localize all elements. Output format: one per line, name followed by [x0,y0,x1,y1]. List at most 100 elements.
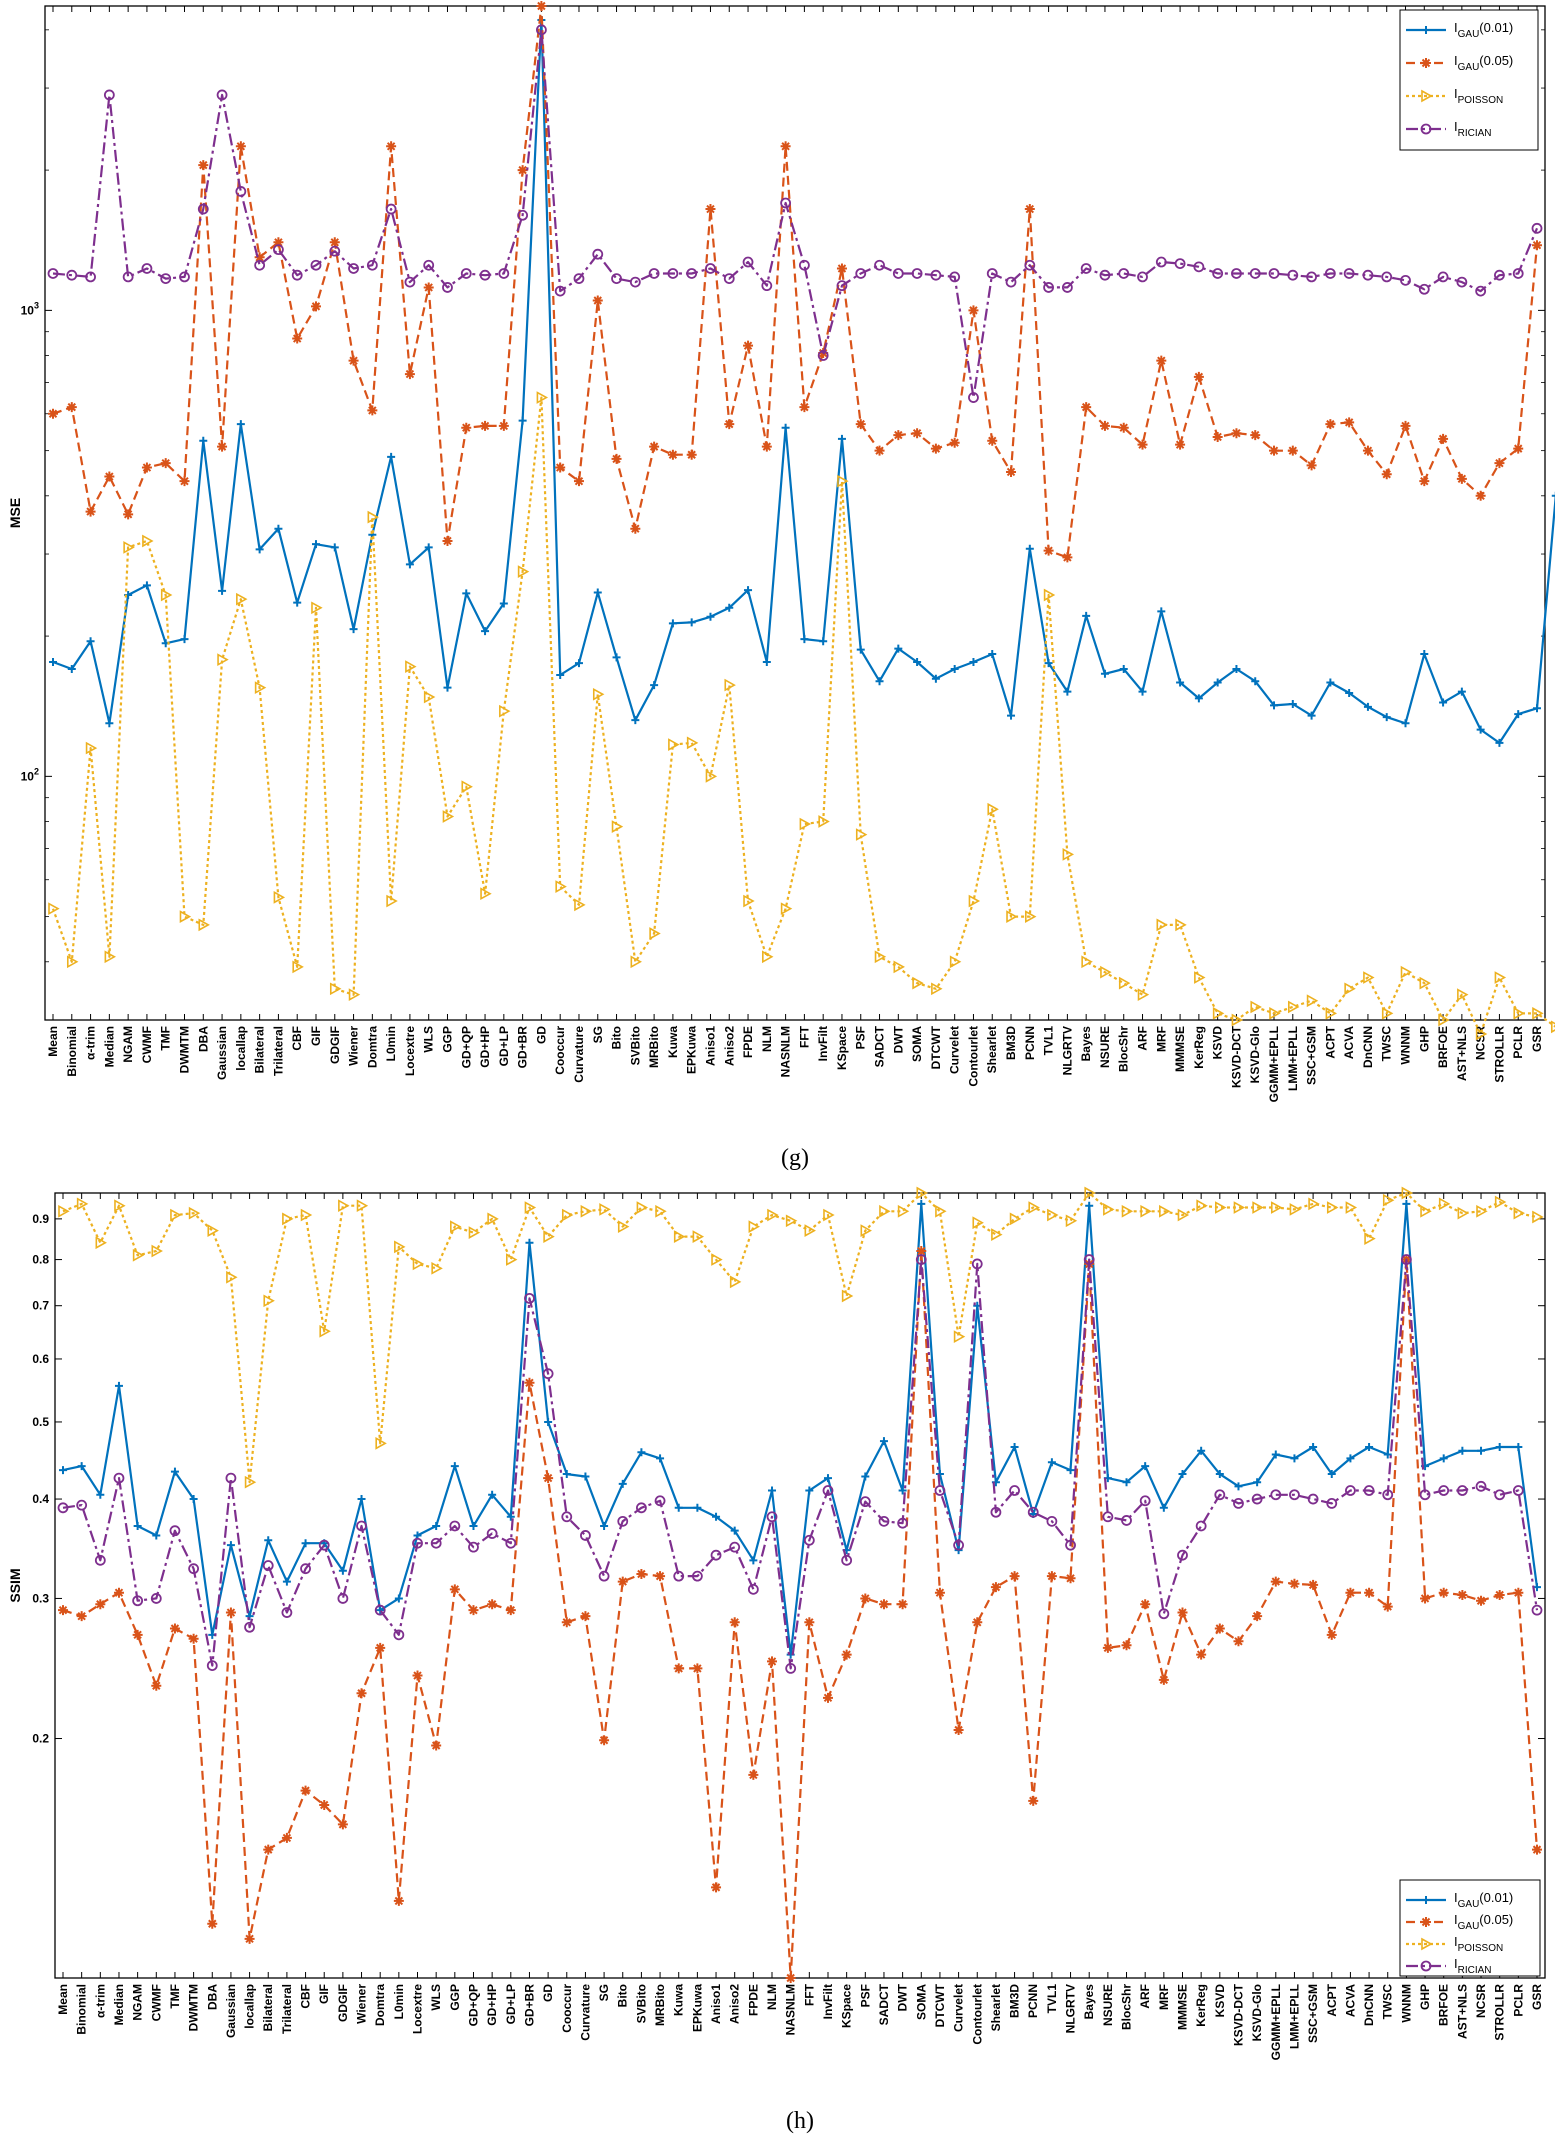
data-point [874,445,885,456]
legend-marker [1422,26,1430,34]
data-point [1551,491,1555,500]
series-2 [48,1,1542,563]
data-point [724,678,736,692]
data-point [761,280,773,292]
data-point [767,1656,778,1667]
legend-box [1399,1879,1541,1977]
data-point [1269,445,1280,456]
data-point [723,273,735,285]
x-tick-label: Aniso1 [709,1984,723,2024]
data-point [461,422,472,433]
x-tick-label: SG [597,1984,611,2001]
data-point [375,1436,387,1450]
data-point [785,1663,797,1674]
data-point [931,982,943,996]
data-point [225,1607,236,1618]
data-point [1456,276,1468,288]
data-point [104,950,117,964]
data-point [1289,1203,1302,1216]
x-tick-label: DBA [205,1984,219,2010]
data-point [897,1599,908,1610]
data-point [1288,1000,1300,1014]
data-point [1137,271,1148,283]
data-point [217,441,228,452]
data-point [1438,1197,1451,1211]
data-point [611,453,622,464]
x-tick-label: DnCNN [1361,1026,1375,1068]
x-tick-label: TMF [168,1984,182,2009]
data-point [1214,1623,1225,1634]
data-point [524,1377,535,1388]
data-point [878,1515,890,1527]
data-point [1362,445,1373,456]
x-tick-label: SOMA [910,1026,924,1062]
data-point [1306,460,1317,471]
data-point [668,619,677,628]
data-point [637,1448,646,1457]
data-point [1251,1493,1263,1505]
x-tick-label: Curvature [572,1026,586,1083]
data-point [934,1587,945,1598]
data-point [1043,588,1056,602]
data-point [338,1566,347,1575]
data-point [356,1520,367,1532]
data-point [837,434,846,443]
data-point [412,1670,423,1681]
data-point [1137,439,1148,450]
data-point [1457,1590,1468,1600]
data-point [729,1275,742,1289]
data-point [555,880,567,893]
data-point [1270,701,1279,710]
data-point [1028,1201,1040,1214]
data-point [1233,1636,1244,1647]
data-point [1401,719,1410,728]
data-point [934,1485,946,1496]
data-point [1122,1478,1131,1487]
data-point [1438,1485,1450,1496]
data-point [949,271,961,283]
legend-box [1399,9,1539,151]
x-tick-label: Median [112,1984,126,2025]
x-tick-label: NGAM [121,1026,135,1063]
x-tick-label: Mean [46,1026,60,1057]
legend-marker [1421,58,1431,68]
data-point [189,1495,198,1504]
data-point [348,263,359,274]
data-point [281,1607,293,1618]
data-point [761,441,772,452]
data-point [1346,1454,1355,1463]
x-tick-label: SVBito [634,1984,648,2023]
data-point [423,259,435,271]
data-point [264,1536,273,1545]
data-point [1383,1450,1392,1459]
data-point [687,618,696,627]
data-point [405,660,417,673]
data-point [949,437,960,448]
data-point [649,927,661,940]
x-tick-label: Aniso2 [722,1026,736,1066]
data-point [1099,420,1110,431]
data-point [592,295,603,306]
x-tick-label: MRF [1154,1026,1168,1052]
data-point [1139,1495,1151,1507]
data-point [1400,1254,1412,1265]
data-point [1495,738,1504,747]
data-point [1156,355,1167,366]
data-point [598,1570,610,1582]
y-tick-label: 103 [21,300,39,317]
x-tick-label: Shearlet [989,1984,1003,2031]
data-point [291,269,303,281]
data-point [1269,1007,1281,1020]
data-point [711,1882,722,1893]
x-tick-label: BM3D [1004,1026,1018,1060]
x-tick-label: TWSC [1380,1026,1394,1062]
x-tick-label: ACVA [1343,1984,1357,2017]
data-point [1364,1232,1376,1245]
x-tick-label: CBF [290,1026,304,1051]
data-point [855,828,868,841]
x-tick-label: Wiener [355,1984,369,2024]
y-tick-label: 0.3 [32,1591,49,1605]
data-point [1363,702,1372,711]
data-point [1197,1446,1206,1455]
